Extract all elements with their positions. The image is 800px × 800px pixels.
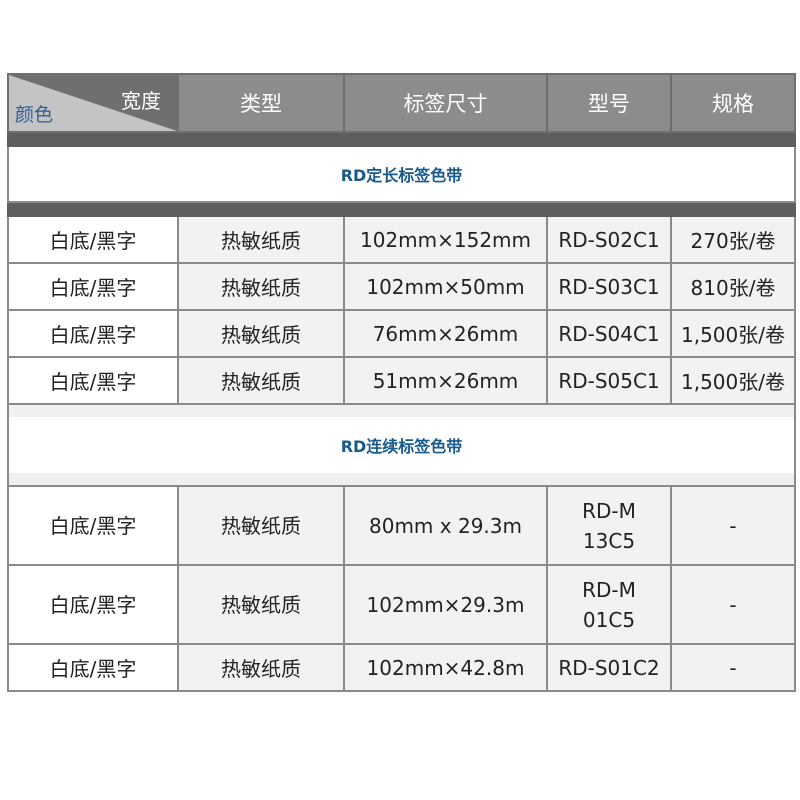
- cell-model: RD-M13C5: [546, 485, 672, 566]
- corner-header: 宽度 颜色: [7, 73, 179, 133]
- cell-size: 80mm x 29.3m: [343, 485, 548, 566]
- table-row: 白底/黑字 热敏纸质 102mm×50mm RD-S03C1 810张/卷: [7, 262, 796, 311]
- cell-color: 白底/黑字: [7, 356, 179, 405]
- table-row: 白底/黑字 热敏纸质 102mm×152mm RD-S02C1 270张/卷: [7, 215, 796, 264]
- divider-band: [7, 201, 796, 217]
- color-label: 颜色: [15, 104, 54, 126]
- cell-spec: 1,500张/卷: [670, 309, 796, 358]
- cell-type: 热敏纸质: [177, 564, 345, 645]
- cell-type: 热敏纸质: [177, 215, 345, 264]
- product-spec-table: 宽度 颜色 类型 标签尺寸 型号 规格 RD定长标签色带 白底/黑字 热敏纸质 10…: [7, 73, 796, 692]
- column-header-size: 标签尺寸: [343, 73, 548, 133]
- cell-type: 热敏纸质: [177, 356, 345, 405]
- column-header-type: 类型: [177, 73, 345, 133]
- width-label: 宽度: [121, 89, 161, 113]
- cell-spec: -: [670, 485, 796, 566]
- cell-color: 白底/黑字: [7, 564, 179, 645]
- cell-size: 76mm×26mm: [343, 309, 548, 358]
- column-header-spec: 规格: [670, 73, 796, 133]
- cell-size: 102mm×50mm: [343, 262, 548, 311]
- divider-band: [7, 131, 796, 147]
- cell-model: RD-S01C2: [546, 643, 672, 692]
- cell-model: RD-M01C5: [546, 564, 672, 645]
- section-header: RD连续标签色带: [7, 403, 796, 487]
- cell-type: 热敏纸质: [177, 643, 345, 692]
- cell-model: RD-S02C1: [546, 215, 672, 264]
- cell-color: 白底/黑字: [7, 485, 179, 566]
- cell-type: 热敏纸质: [177, 485, 345, 566]
- cell-spec: -: [670, 643, 796, 692]
- cell-color: 白底/黑字: [7, 643, 179, 692]
- table-row: 白底/黑字 热敏纸质 102mm×29.3m RD-M01C5-: [7, 564, 796, 645]
- cell-spec: 1,500张/卷: [670, 356, 796, 405]
- cell-model: RD-S03C1: [546, 262, 672, 311]
- cell-model: RD-S04C1: [546, 309, 672, 358]
- table-row: 白底/黑字 热敏纸质 76mm×26mm RD-S04C1 1,500张/卷: [7, 309, 796, 358]
- column-header-model: 型号: [546, 73, 672, 133]
- cell-color: 白底/黑字: [7, 262, 179, 311]
- cell-color: 白底/黑字: [7, 309, 179, 358]
- cell-model: RD-S05C1: [546, 356, 672, 405]
- header-row: 宽度 颜色 类型 标签尺寸 型号 规格: [7, 73, 796, 133]
- cell-type: 热敏纸质: [177, 262, 345, 311]
- cell-size: 102mm×42.8m: [343, 643, 548, 692]
- cell-spec: 270张/卷: [670, 215, 796, 264]
- table-row: 白底/黑字 热敏纸质 80mm x 29.3m RD-M13C5-: [7, 485, 796, 566]
- cell-spec: -: [670, 564, 796, 645]
- cell-size: 102mm×152mm: [343, 215, 548, 264]
- cell-spec: 810张/卷: [670, 262, 796, 311]
- cell-size: 102mm×29.3m: [343, 564, 548, 645]
- cell-type: 热敏纸质: [177, 309, 345, 358]
- cell-size: 51mm×26mm: [343, 356, 548, 405]
- cell-color: 白底/黑字: [7, 215, 179, 264]
- table-row: 白底/黑字 热敏纸质 102mm×42.8m RD-S01C2-: [7, 643, 796, 692]
- table-row: 白底/黑字 热敏纸质 51mm×26mm RD-S05C1 1,500张/卷: [7, 356, 796, 405]
- section-header: RD定长标签色带: [7, 145, 796, 203]
